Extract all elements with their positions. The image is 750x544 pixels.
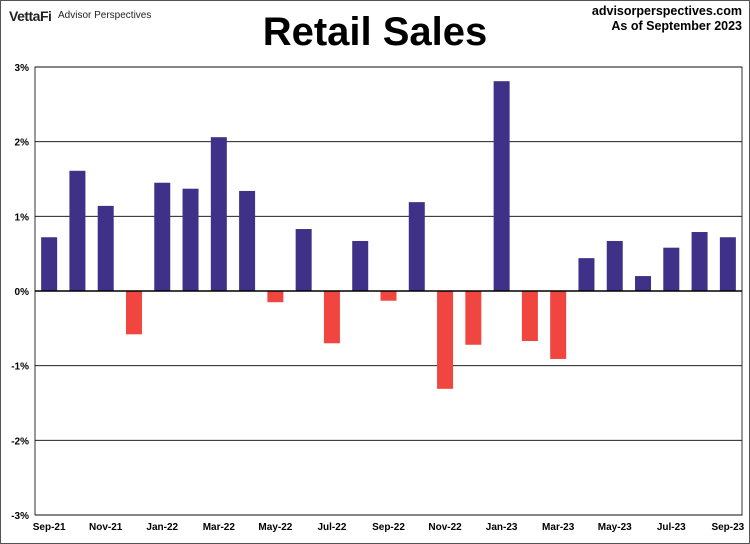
bar-Oct-21 (69, 170, 86, 291)
bar-Aug-22 (352, 240, 369, 291)
x-tick-label: Mar-23 (542, 522, 575, 533)
bar-Dec-22 (465, 291, 482, 345)
bar-Oct-22 (408, 202, 425, 291)
x-tick-label: Jan-23 (486, 522, 518, 533)
bar-Apr-22 (239, 190, 256, 291)
y-tick-label: 2% (15, 138, 30, 149)
x-tick-label: Sep-22 (372, 522, 405, 533)
bar-Dec-21 (125, 291, 142, 335)
x-tick-label: Mar-22 (203, 522, 236, 533)
bar-Aug-23 (691, 232, 708, 291)
bar-Nov-21 (97, 205, 114, 291)
bar-Jun-23 (635, 276, 652, 291)
y-tick-label: -1% (11, 362, 29, 373)
y-tick-label: 1% (15, 212, 30, 223)
bar-Feb-22 (182, 188, 199, 291)
y-tick-label: 0% (15, 287, 30, 298)
y-tick-label: 3% (15, 63, 30, 74)
x-tick-label: Nov-21 (89, 522, 123, 533)
x-tick-label: Jul-23 (657, 522, 686, 533)
y-tick-label: -3% (11, 511, 29, 522)
x-tick-label: Nov-22 (428, 522, 462, 533)
x-tick-label: May-23 (598, 522, 632, 533)
bar-Nov-22 (437, 291, 454, 389)
x-tick-label: Jan-22 (146, 522, 178, 533)
brand-subtitle: Advisor Perspectives (58, 10, 152, 21)
bar-Mar-23 (550, 291, 567, 359)
bar-Sep-21 (41, 237, 58, 291)
bar-Sep-22 (380, 291, 397, 301)
as-of-date: As of September 2023 (611, 19, 742, 33)
bar-May-22 (267, 291, 284, 303)
bar-Mar-22 (210, 137, 227, 291)
chart-title: Retail Sales (262, 10, 488, 54)
vettafi-logo: VettaFi (9, 8, 52, 24)
x-tick-label: Jul-22 (317, 522, 346, 533)
bar-May-23 (606, 240, 623, 291)
source-info: advisorperspectives.com As of September … (592, 4, 742, 34)
site-url: advisorperspectives.com (591, 4, 742, 18)
bar-Jan-23 (493, 81, 510, 291)
bar-Jun-22 (295, 229, 312, 291)
y-tick-label: -2% (11, 436, 29, 447)
x-tick-label: Sep-23 (711, 522, 744, 533)
bar-Jul-23 (663, 247, 680, 291)
bar-Jul-22 (323, 291, 340, 344)
x-tick-label: Sep-21 (33, 522, 66, 533)
bar-Feb-23 (521, 291, 538, 342)
bar-Apr-23 (578, 258, 595, 291)
x-tick-label: May-22 (258, 522, 292, 533)
bar-Sep-23 (719, 237, 736, 291)
bar-Jan-22 (154, 182, 171, 291)
